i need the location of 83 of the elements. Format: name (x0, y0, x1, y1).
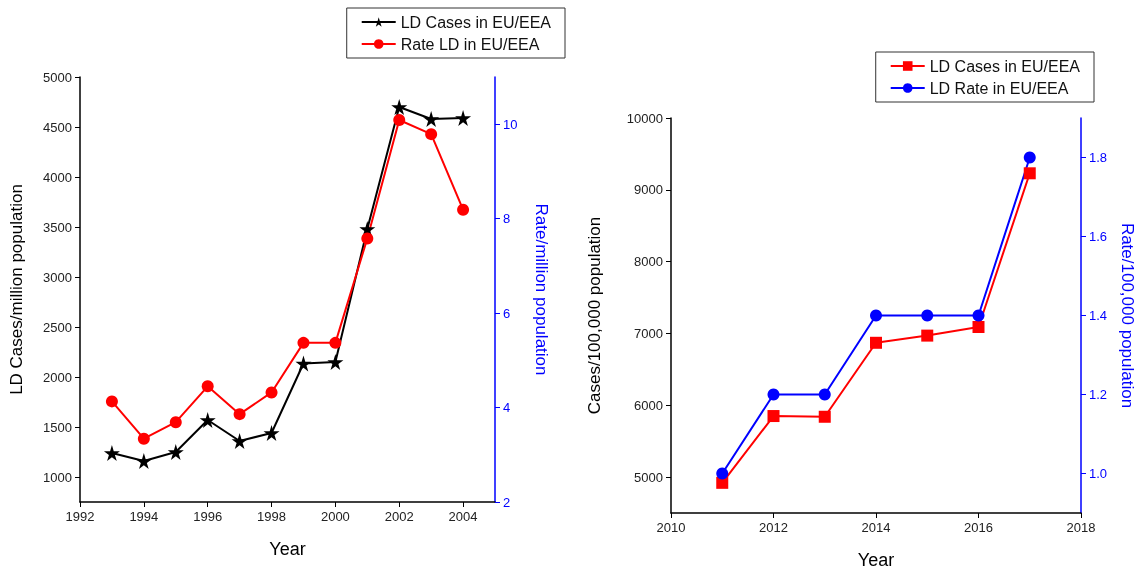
y-tick-label: 4500 (43, 119, 72, 135)
point (818, 388, 831, 401)
point (167, 444, 184, 460)
point (425, 128, 438, 141)
y-tick-label: 7000 (634, 325, 663, 341)
point (233, 408, 246, 421)
point (105, 395, 118, 408)
y-tick-label: 5000 (634, 469, 663, 485)
point (135, 453, 152, 469)
point (455, 110, 472, 126)
point (297, 336, 310, 349)
legend-label: LD Cases in EU/EEA (929, 57, 1081, 75)
point (423, 111, 440, 127)
point (716, 467, 729, 480)
y2-tick-label: 6 (503, 305, 511, 321)
point (457, 203, 470, 216)
legend-label: LD Rate in EU/EEA (929, 79, 1069, 97)
y-tick-label: 2000 (43, 369, 72, 385)
y2-axis-title: Rate/100,000 population (1118, 222, 1137, 409)
point (201, 380, 214, 393)
x-tick-label: 1992 (65, 509, 95, 524)
x-tick-label: 2000 (320, 509, 350, 524)
legend-label: LD Cases in EU/EEA (400, 13, 552, 31)
point (972, 309, 985, 322)
point (767, 410, 780, 423)
y-tick-label: 1000 (43, 469, 72, 485)
legend-label: Rate LD in EU/EEA (400, 35, 540, 53)
x-tick-label: 2016 (964, 520, 993, 535)
y-tick-label: 8000 (634, 254, 663, 270)
y2-tick-label: 1.8 (1089, 150, 1108, 165)
point (263, 425, 280, 441)
point (103, 445, 120, 461)
point (169, 416, 182, 429)
x-tick-label: 1994 (129, 509, 159, 524)
y2-tick-label: 10 (503, 116, 518, 132)
point (1023, 151, 1036, 164)
x-tick-label: 1996 (193, 509, 223, 524)
point (393, 113, 406, 126)
y2-tick-label: 2 (503, 494, 511, 510)
point (921, 329, 934, 342)
y-tick-label: 6000 (634, 397, 663, 413)
point (391, 99, 408, 115)
point (265, 386, 278, 399)
x-tick-label: 2010 (656, 520, 686, 535)
y2-tick-label: 1.0 (1089, 466, 1108, 481)
y-tick-label: 9000 (634, 182, 663, 198)
point (1023, 167, 1036, 180)
y-tick-label: 2500 (43, 319, 72, 335)
y-tick-label: 5000 (43, 69, 72, 85)
point (818, 410, 831, 423)
y-axis-title: Cases/100,000 population (585, 216, 604, 415)
point (137, 432, 150, 445)
y2-tick-label: 8 (503, 211, 511, 227)
y2-tick-label: 1.2 (1089, 387, 1108, 402)
point (870, 309, 882, 322)
point (870, 336, 882, 349)
y-tick-label: 4000 (43, 169, 72, 185)
point (767, 388, 780, 401)
y2-tick-label: 1.6 (1089, 229, 1108, 244)
y2-tick-label: 4 (503, 400, 511, 416)
point (921, 309, 934, 322)
x-tick-label: 2014 (861, 520, 891, 535)
x-axis-title: Year (269, 539, 306, 559)
y-tick-label: 3000 (43, 269, 72, 285)
x-tick-label: 2012 (759, 520, 788, 535)
x-tick-label: 1998 (257, 509, 286, 524)
point (327, 354, 344, 370)
x-tick-label: 2002 (384, 509, 414, 524)
y-tick-label: 10000 (626, 110, 663, 126)
x-tick-label: 2004 (448, 509, 478, 524)
y-tick-label: 3500 (43, 219, 72, 235)
y-tick-label: 1500 (43, 419, 72, 435)
point (361, 232, 374, 245)
y2-axis-title: Rate/million population (532, 203, 551, 376)
x-axis-title: Year (857, 550, 895, 570)
point (329, 336, 342, 349)
point (972, 320, 985, 333)
x-tick-label: 2018 (1066, 520, 1096, 535)
point (295, 355, 312, 372)
point (231, 433, 248, 449)
y2-tick-label: 1.4 (1089, 308, 1108, 323)
point (199, 412, 216, 428)
y-axis-title: LD Cases/million population (7, 184, 26, 395)
